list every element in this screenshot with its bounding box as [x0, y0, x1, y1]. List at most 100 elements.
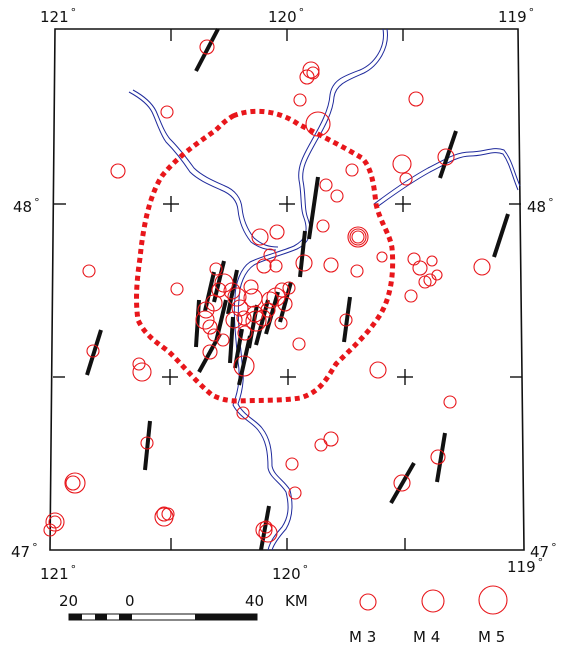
map-frame — [49, 28, 525, 551]
epicenter-circle — [256, 258, 272, 274]
epicenter-circle — [412, 260, 428, 276]
epicenter-circle — [351, 230, 365, 244]
epicenter-circle — [258, 523, 278, 543]
lat-label-left-48: 48 ° — [13, 196, 40, 216]
epicenter-circle — [161, 507, 175, 521]
epicenter-circle — [431, 269, 443, 281]
epicenter-circle — [261, 291, 279, 309]
epicenter-circle — [132, 362, 152, 382]
epicenter-circle — [237, 325, 253, 341]
rivers — [128, 28, 521, 551]
epicenter-circle — [65, 475, 81, 491]
epicenter-circle — [299, 69, 315, 85]
epicenter-circle — [64, 472, 86, 494]
epicenter-circle — [323, 431, 339, 447]
lon-label-bottom-119: 119 ° — [507, 556, 543, 576]
magnitude-legend: M 3 M 4 M 5 — [349, 585, 508, 646]
epicenter-circle — [231, 299, 249, 317]
lon-label-bottom-120: 120 ° — [272, 563, 308, 583]
epicenter-circle — [404, 289, 418, 303]
epicenter-circle — [199, 39, 215, 55]
epicenter-circle — [437, 148, 455, 166]
stress-bar — [226, 269, 239, 315]
epicenter-circle — [407, 252, 421, 266]
epicenter-circle — [236, 406, 250, 420]
stress-bar — [233, 328, 244, 369]
lon-label-top-120: 120 ° — [268, 6, 304, 26]
epicenter-circle — [292, 337, 306, 351]
stress-bar — [228, 316, 235, 364]
epicenter-circle — [274, 316, 288, 330]
stress-bar — [85, 329, 103, 376]
axis-labels: 121 ° 120 ° 119 ° 48 ° 48 ° 47 ° 47 ° 121 ° 120 °… — [11, 6, 557, 583]
earthquake-epicenters — [43, 39, 491, 543]
river-west-bank — [132, 89, 279, 248]
epicenter-circle — [277, 296, 293, 312]
epicenter-circle — [418, 275, 432, 289]
epicenter-circle — [393, 474, 411, 492]
stress-bar — [278, 281, 293, 323]
stress-bar — [342, 296, 352, 343]
epicenter-circle — [245, 310, 267, 332]
scale-label-0: 0 — [125, 592, 135, 610]
epicenter-circle — [156, 506, 172, 522]
epicenter-circle — [243, 279, 259, 295]
scale-segment — [195, 614, 257, 620]
river-east — [373, 148, 521, 205]
epicenter-circle — [225, 311, 243, 329]
stress-bar — [389, 462, 416, 504]
epicenter-circle — [376, 251, 388, 263]
stress-indicators — [85, 28, 510, 551]
legend-circle-m4 — [421, 589, 445, 613]
epicenter-circle — [160, 105, 174, 119]
epicenter-circle — [202, 344, 218, 360]
epicenter-circle — [254, 309, 272, 327]
scale-unit: KM — [285, 592, 308, 610]
epicenter-circle — [263, 248, 277, 262]
epicenter-circle — [302, 61, 320, 79]
epicenter-circle — [430, 449, 446, 465]
scale-segment — [95, 614, 107, 620]
epicenter-circle — [443, 395, 457, 409]
epicenter-circle — [282, 281, 296, 295]
epicenter-circle — [349, 228, 367, 246]
legend-circle-m5 — [478, 585, 508, 615]
epicenter-circle — [274, 282, 290, 298]
river-east-bank — [376, 152, 519, 208]
epicenter-circle — [369, 361, 387, 379]
epicenter-circle — [251, 228, 269, 246]
stress-bar — [247, 304, 259, 349]
epicenter-circle — [227, 287, 247, 307]
epicenter-circle — [319, 178, 333, 192]
epicenter-circle — [243, 288, 263, 308]
epicenter-circle — [207, 328, 221, 342]
scale-bar: 20 0 40 KM — [59, 592, 308, 621]
epicenter-circle — [314, 438, 328, 452]
epicenter-circle — [110, 163, 126, 179]
epicenter-circle — [305, 111, 331, 137]
stress-bar — [194, 28, 220, 72]
epicenter-circle — [48, 515, 62, 529]
epicenter-circle — [202, 319, 218, 335]
stress-bar — [259, 505, 271, 551]
epicenter-circle — [330, 189, 344, 203]
epicenter-circle — [259, 520, 273, 534]
epicenter-circle — [345, 163, 359, 177]
epicenter-circle — [392, 154, 412, 174]
epicenter-circle — [82, 264, 96, 278]
legend-label-m4: M 4 — [413, 628, 440, 646]
scale-segment — [69, 614, 82, 620]
stress-bar — [298, 230, 307, 278]
epicenter-circle — [408, 91, 424, 107]
scale-label-40: 40 — [245, 592, 264, 610]
river-main — [232, 28, 384, 551]
epicenter-circle — [426, 255, 438, 267]
river-west — [128, 91, 277, 251]
epicenter-circle — [285, 457, 299, 471]
stress-bar — [143, 420, 152, 471]
epicenter-circle — [293, 93, 307, 107]
epicenter-circle — [473, 258, 491, 276]
lon-label-bottom-121: 121 ° — [40, 563, 76, 583]
legend-circle-m3 — [359, 593, 377, 611]
